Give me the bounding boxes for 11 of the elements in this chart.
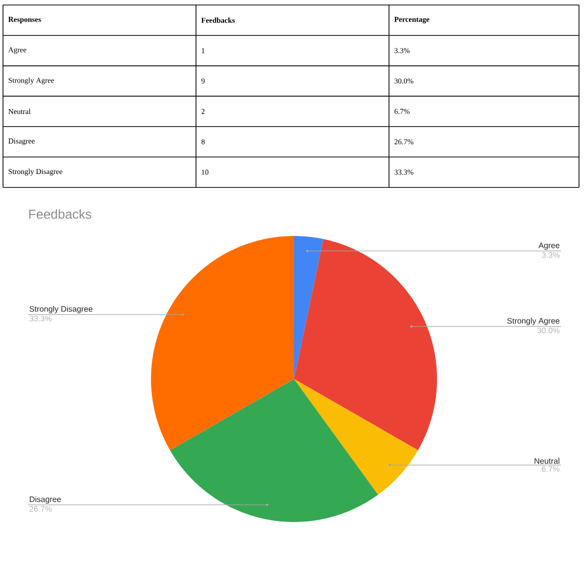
chart-title: Feedbacks [29,209,92,219]
slice-label: Strongly Agree [507,318,560,326]
slice-label: Disagree [30,496,61,504]
data-label: 3.3% [542,252,560,258]
data-label: 30.0% [537,328,560,334]
data-label: 26.7% [30,506,52,512]
slice-label: Strongly Disagree [30,306,92,314]
data-label: 33.3% [30,316,52,322]
slice-label: Neutral [534,458,560,464]
slice-label: Agree [538,242,560,250]
data-label: 6.7% [542,466,560,472]
